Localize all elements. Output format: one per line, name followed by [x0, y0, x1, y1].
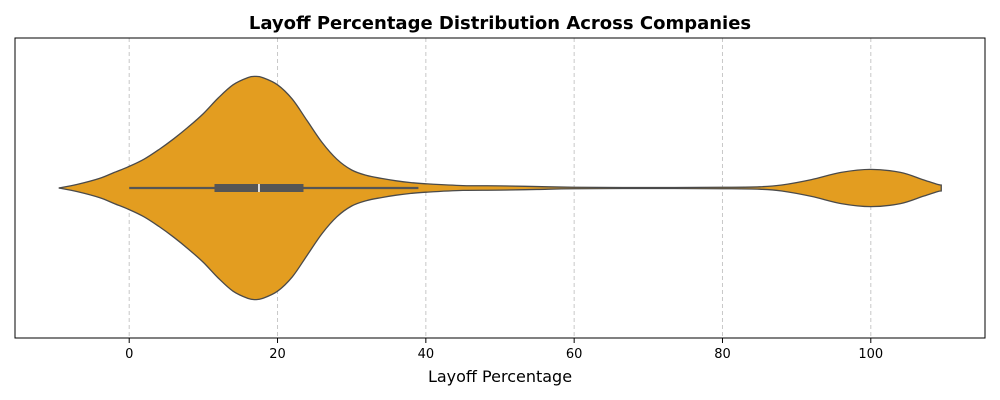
x-tick-label: 100	[858, 347, 883, 362]
x-tick-label: 0	[125, 347, 133, 362]
x-tick-label: 80	[714, 347, 731, 362]
x-tick-label: 60	[566, 347, 583, 362]
plot-frame	[14, 37, 986, 339]
x-axis-label: Layoff Percentage	[428, 367, 572, 386]
x-axis-ticks: 0 20 40 60 80 100	[125, 338, 883, 362]
x-tick-label: 20	[269, 347, 286, 362]
violin-body	[58, 75, 942, 301]
x-tick-label: 40	[418, 347, 435, 362]
chart-title: Layoff Percentage Distribution Across Co…	[249, 13, 751, 34]
